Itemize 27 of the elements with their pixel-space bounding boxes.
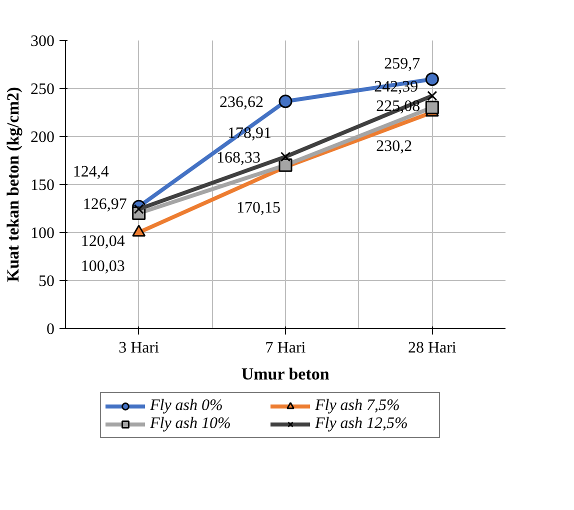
data-label: 120,04 [80,232,125,250]
x-axis-title: Umur beton [241,364,330,384]
data-label: 126,97 [82,196,127,214]
point [425,72,439,86]
x-tick-label: 28 Hari [408,340,457,356]
data-label: 170,15 [236,200,280,217]
point [278,94,292,108]
data-label: 259,7 [384,56,420,73]
y-tick-label: 250 [30,81,54,98]
data-label: 230,2 [376,138,412,156]
data-label: 124,4 [72,164,109,181]
x-tick-label: 7 Hari [265,340,306,356]
data-label: 236,62 [220,94,264,111]
y-tick-label: 0 [46,321,54,338]
y-tick-label: 300 [30,33,54,50]
y-tick-label: 200 [30,129,54,146]
y-axis-title: Kuat tekan beton (kg/cm2) [4,86,22,282]
legend-label: Fly ash 12,5% [314,415,409,433]
data-label: 100,03 [80,258,125,275]
legend-label: Fly ash 10% [150,415,232,433]
y-tick-label: 150 [30,177,54,194]
legend-label: Fly ash 0% [150,397,224,415]
legend-label: Fly ash 7,5% [314,397,401,415]
x-tick-label: 3 Hari [118,340,160,356]
y-tick-label: 50 [38,273,54,290]
y-tick-label: 100 [30,225,54,242]
data-label: 168,33 [216,149,260,166]
